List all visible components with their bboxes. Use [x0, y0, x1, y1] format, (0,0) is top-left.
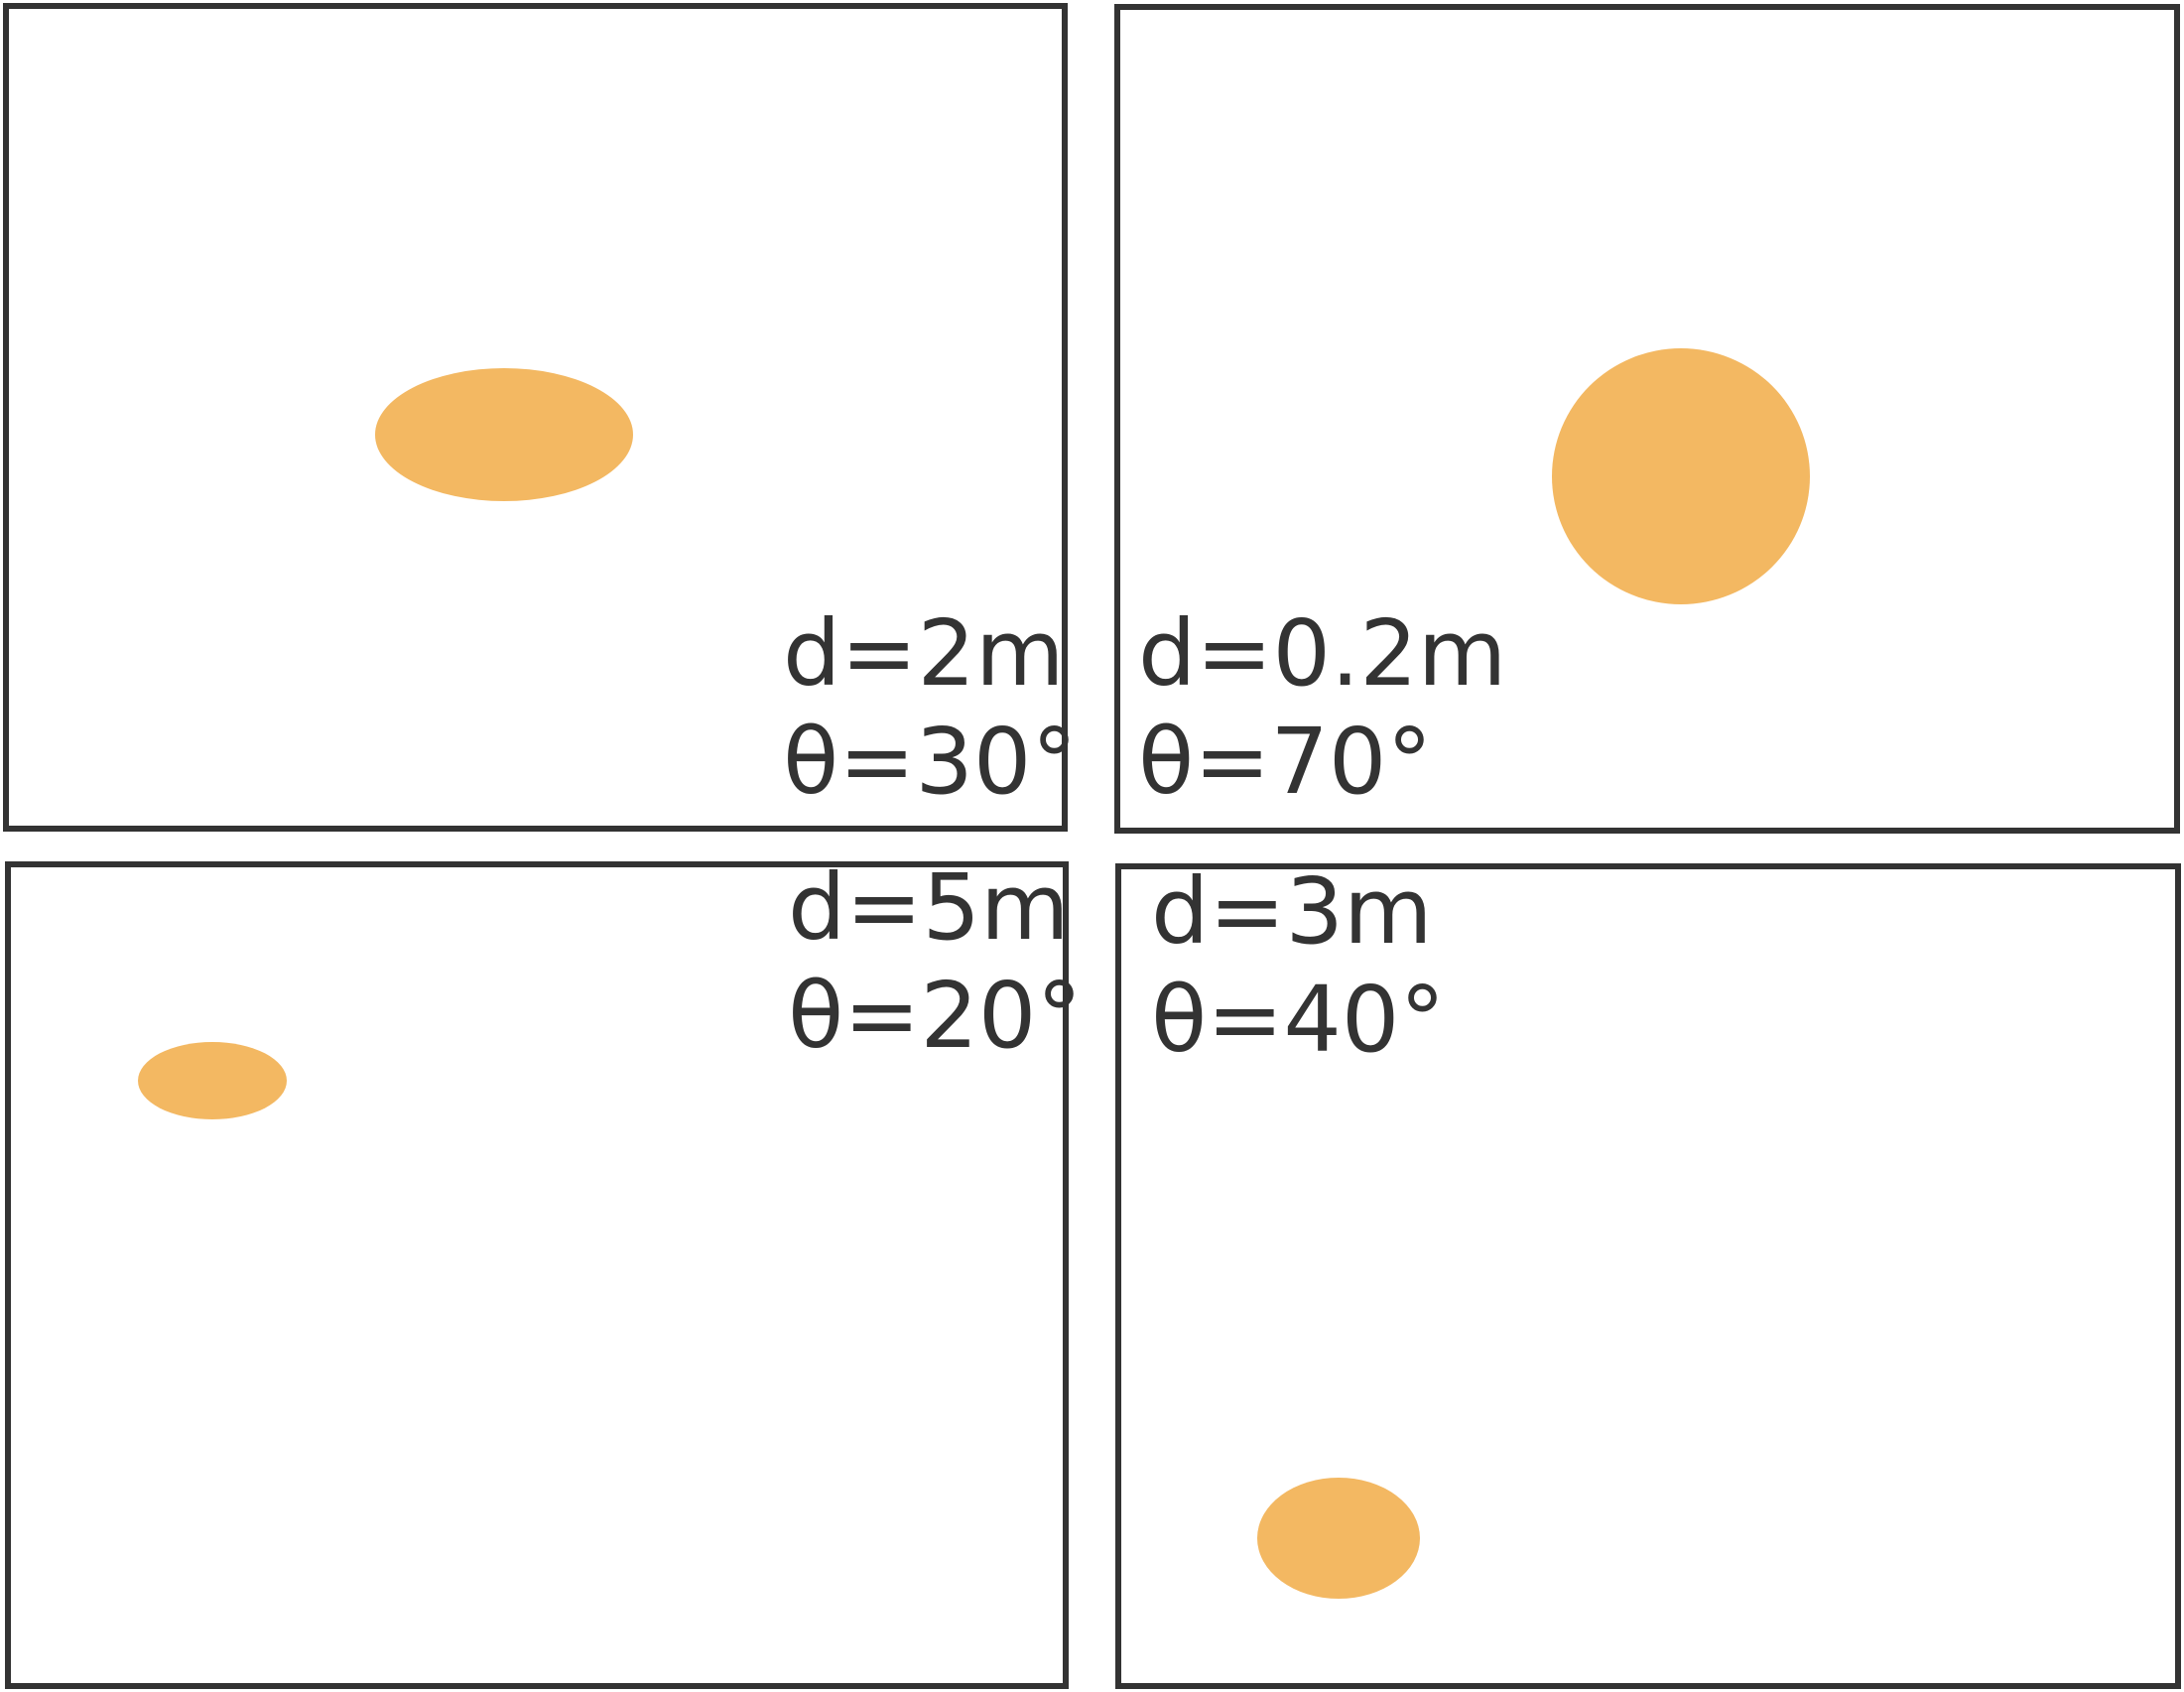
- distance-label: d=0.2m: [1138, 600, 1507, 707]
- panel-bottom-left: d=5m θ=20°: [5, 854, 1082, 1689]
- panel-label: d=0.2m θ=70°: [1138, 599, 1506, 816]
- distance-label: d=5m: [788, 854, 1070, 961]
- spot-ellipse: [375, 368, 633, 501]
- panel-label: d=5m θ=20°: [788, 853, 1082, 1070]
- spot-ellipse: [138, 1042, 287, 1119]
- distance-label: d=3m: [1151, 858, 1433, 965]
- panel-top-right: d=0.2m θ=70°: [1114, 4, 2180, 834]
- panel-label: d=3m θ=40°: [1151, 857, 1445, 1074]
- angle-label: θ=70°: [1138, 709, 1433, 815]
- angle-label: θ=30°: [783, 709, 1078, 815]
- spot-ellipse: [1552, 348, 1810, 604]
- spot-ellipse: [1257, 1478, 1420, 1599]
- angle-label: θ=40°: [1151, 967, 1446, 1073]
- panel-bottom-right: d=3m θ=40°: [1115, 858, 2181, 1689]
- panel-label: d=2m θ=30°: [783, 599, 1077, 816]
- panel-top-left: d=2m θ=30°: [3, 3, 1077, 832]
- angle-label: θ=20°: [788, 963, 1083, 1069]
- distance-label: d=2m: [783, 600, 1065, 707]
